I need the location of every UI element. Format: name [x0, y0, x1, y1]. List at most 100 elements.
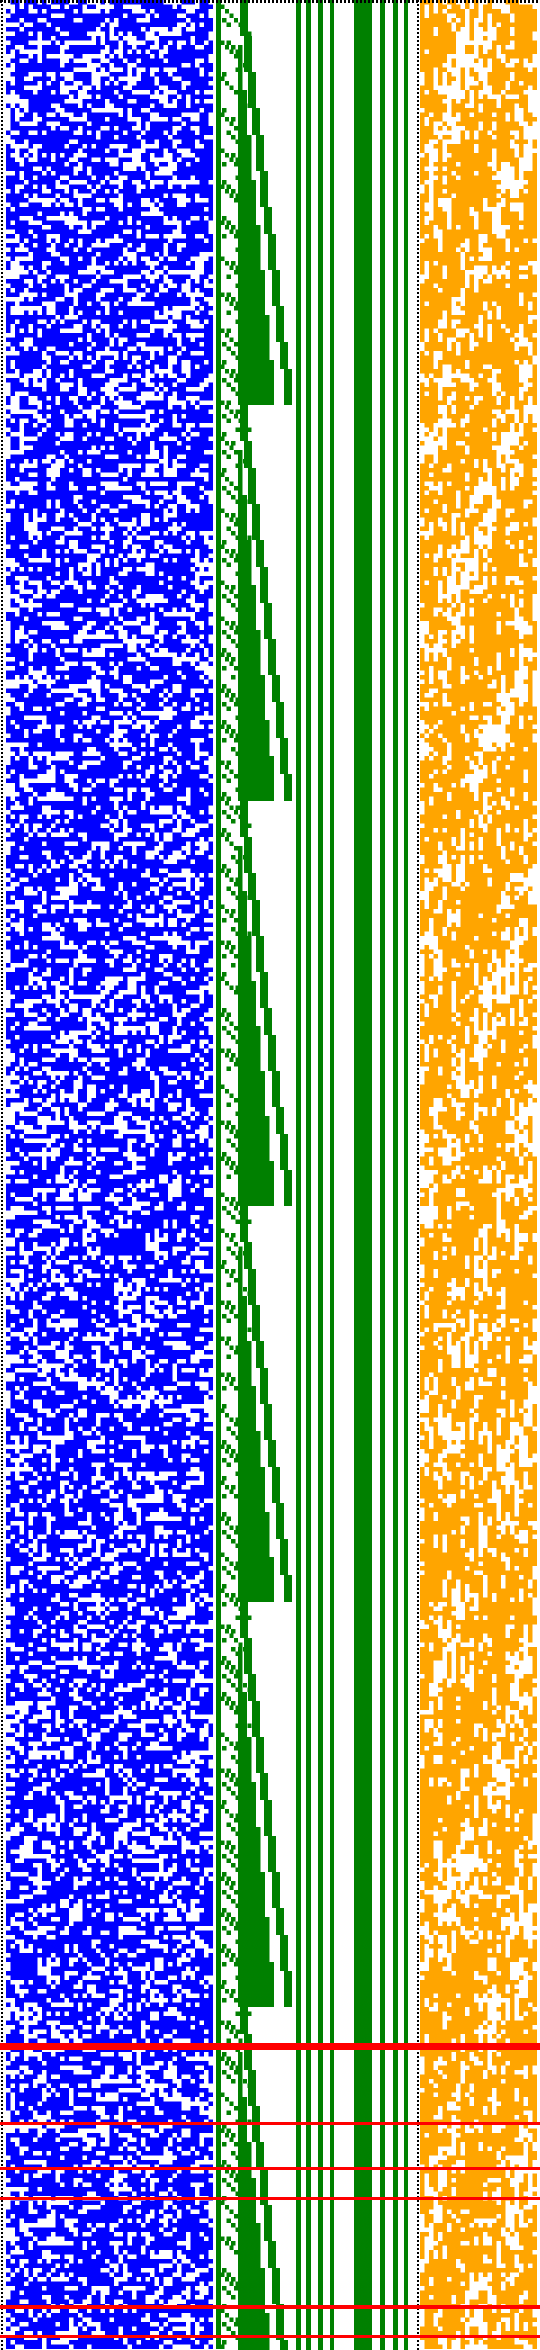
- blue-cell: [24, 670, 29, 675]
- blue-cell: [159, 90, 164, 95]
- blue-cell: [145, 805, 150, 810]
- blue-cell: [24, 747, 29, 752]
- blue-cell: [69, 360, 74, 365]
- blue-cell: [96, 463, 114, 468]
- blue-cell: [24, 585, 38, 590]
- blue-cell: [6, 1035, 11, 1040]
- blue-cell: [51, 891, 60, 896]
- blue-cell: [37, 292, 42, 297]
- blue-cell: [96, 1026, 101, 1031]
- blue-cell: [51, 855, 56, 860]
- blue-cell: [28, 814, 33, 819]
- blue-cell: [69, 288, 74, 293]
- blue-cell: [33, 324, 38, 329]
- blue-cell: [28, 1044, 33, 1049]
- blue-cell: [33, 814, 38, 819]
- blue-cell: [127, 850, 132, 855]
- blue-cell: [82, 931, 101, 936]
- blue-cell: [33, 364, 38, 369]
- blue-cell: [24, 423, 29, 428]
- blue-cell: [33, 31, 38, 36]
- blue-cell: [91, 549, 101, 554]
- blue-cell: [163, 63, 168, 68]
- blue-cell: [127, 22, 137, 27]
- blue-cell: [123, 625, 128, 630]
- blue-cell: [118, 666, 123, 671]
- blue-cell: [150, 400, 159, 405]
- blue-cell: [154, 1138, 168, 1143]
- blue-cell: [177, 112, 182, 117]
- blue-cell: [96, 144, 101, 149]
- blue-cell: [172, 621, 177, 626]
- blue-cell: [199, 189, 204, 194]
- blue-cell: [51, 751, 56, 756]
- blue-cell: [33, 877, 47, 882]
- blue-cell: [132, 193, 141, 198]
- blue-cell: [37, 1012, 42, 1017]
- blue-cell: [51, 283, 56, 288]
- blue-cell: [6, 468, 11, 473]
- blue-cell: [19, 22, 24, 27]
- blue-cell: [186, 922, 191, 927]
- blue-cell: [159, 225, 173, 230]
- blue-cell: [60, 873, 65, 878]
- blue-cell: [28, 391, 42, 396]
- blue-cell: [24, 18, 33, 23]
- blue-cell: [154, 972, 159, 977]
- blue-cell: [42, 603, 60, 608]
- blue-cell: [172, 796, 177, 801]
- blue-cell: [154, 184, 164, 189]
- blue-cell: [177, 675, 182, 680]
- blue-cell: [100, 729, 105, 734]
- blue-cell: [195, 153, 200, 158]
- blue-cell: [195, 819, 200, 824]
- blue-cell: [127, 819, 141, 824]
- blue-cell: [132, 900, 137, 905]
- blue-cell: [168, 499, 173, 504]
- blue-cell: [64, 297, 74, 302]
- blue-cell: [208, 702, 213, 707]
- blue-cell: [100, 1138, 105, 1143]
- blue-cell: [24, 81, 29, 86]
- blue-cell: [154, 499, 159, 504]
- blue-cell: [60, 1021, 78, 1026]
- blue-cell: [87, 279, 92, 284]
- blue-cell: [15, 783, 20, 788]
- blue-cell: [33, 256, 42, 261]
- blue-cell: [55, 837, 60, 842]
- blue-cell: [190, 1012, 204, 1017]
- blue-cell: [114, 621, 119, 626]
- blue-cell: [145, 1084, 150, 1089]
- blue-cell: [199, 184, 213, 189]
- blue-cell: [109, 45, 119, 50]
- blue-cell: [195, 355, 200, 360]
- blue-cell: [82, 504, 87, 509]
- blue-cell: [190, 513, 195, 518]
- blue-cell: [109, 882, 114, 887]
- blue-cell: [118, 859, 123, 864]
- blue-cell: [136, 648, 146, 653]
- blue-cell: [87, 769, 92, 774]
- blue-cell: [114, 40, 119, 45]
- blue-cell: [69, 832, 78, 837]
- blue-cell: [37, 522, 42, 527]
- blue-cell: [181, 54, 186, 59]
- blue-cell: [19, 562, 38, 567]
- blue-cell: [199, 706, 204, 711]
- blue-cell: [78, 819, 92, 824]
- blue-cell: [150, 1089, 155, 1094]
- blue-cell: [141, 436, 150, 441]
- blue-cell: [105, 490, 110, 495]
- blue-cell: [154, 1116, 159, 1121]
- blue-cell: [132, 108, 137, 113]
- blue-cell: [127, 909, 137, 914]
- blue-cell: [51, 639, 60, 644]
- blue-cell: [163, 693, 168, 698]
- blue-cell: [154, 585, 159, 590]
- blue-cell: [123, 40, 128, 45]
- blue-cell: [6, 27, 15, 32]
- blue-cell: [78, 1003, 83, 1008]
- blue-cell: [78, 315, 83, 320]
- blue-cell: [100, 319, 110, 324]
- blue-cell: [141, 922, 146, 927]
